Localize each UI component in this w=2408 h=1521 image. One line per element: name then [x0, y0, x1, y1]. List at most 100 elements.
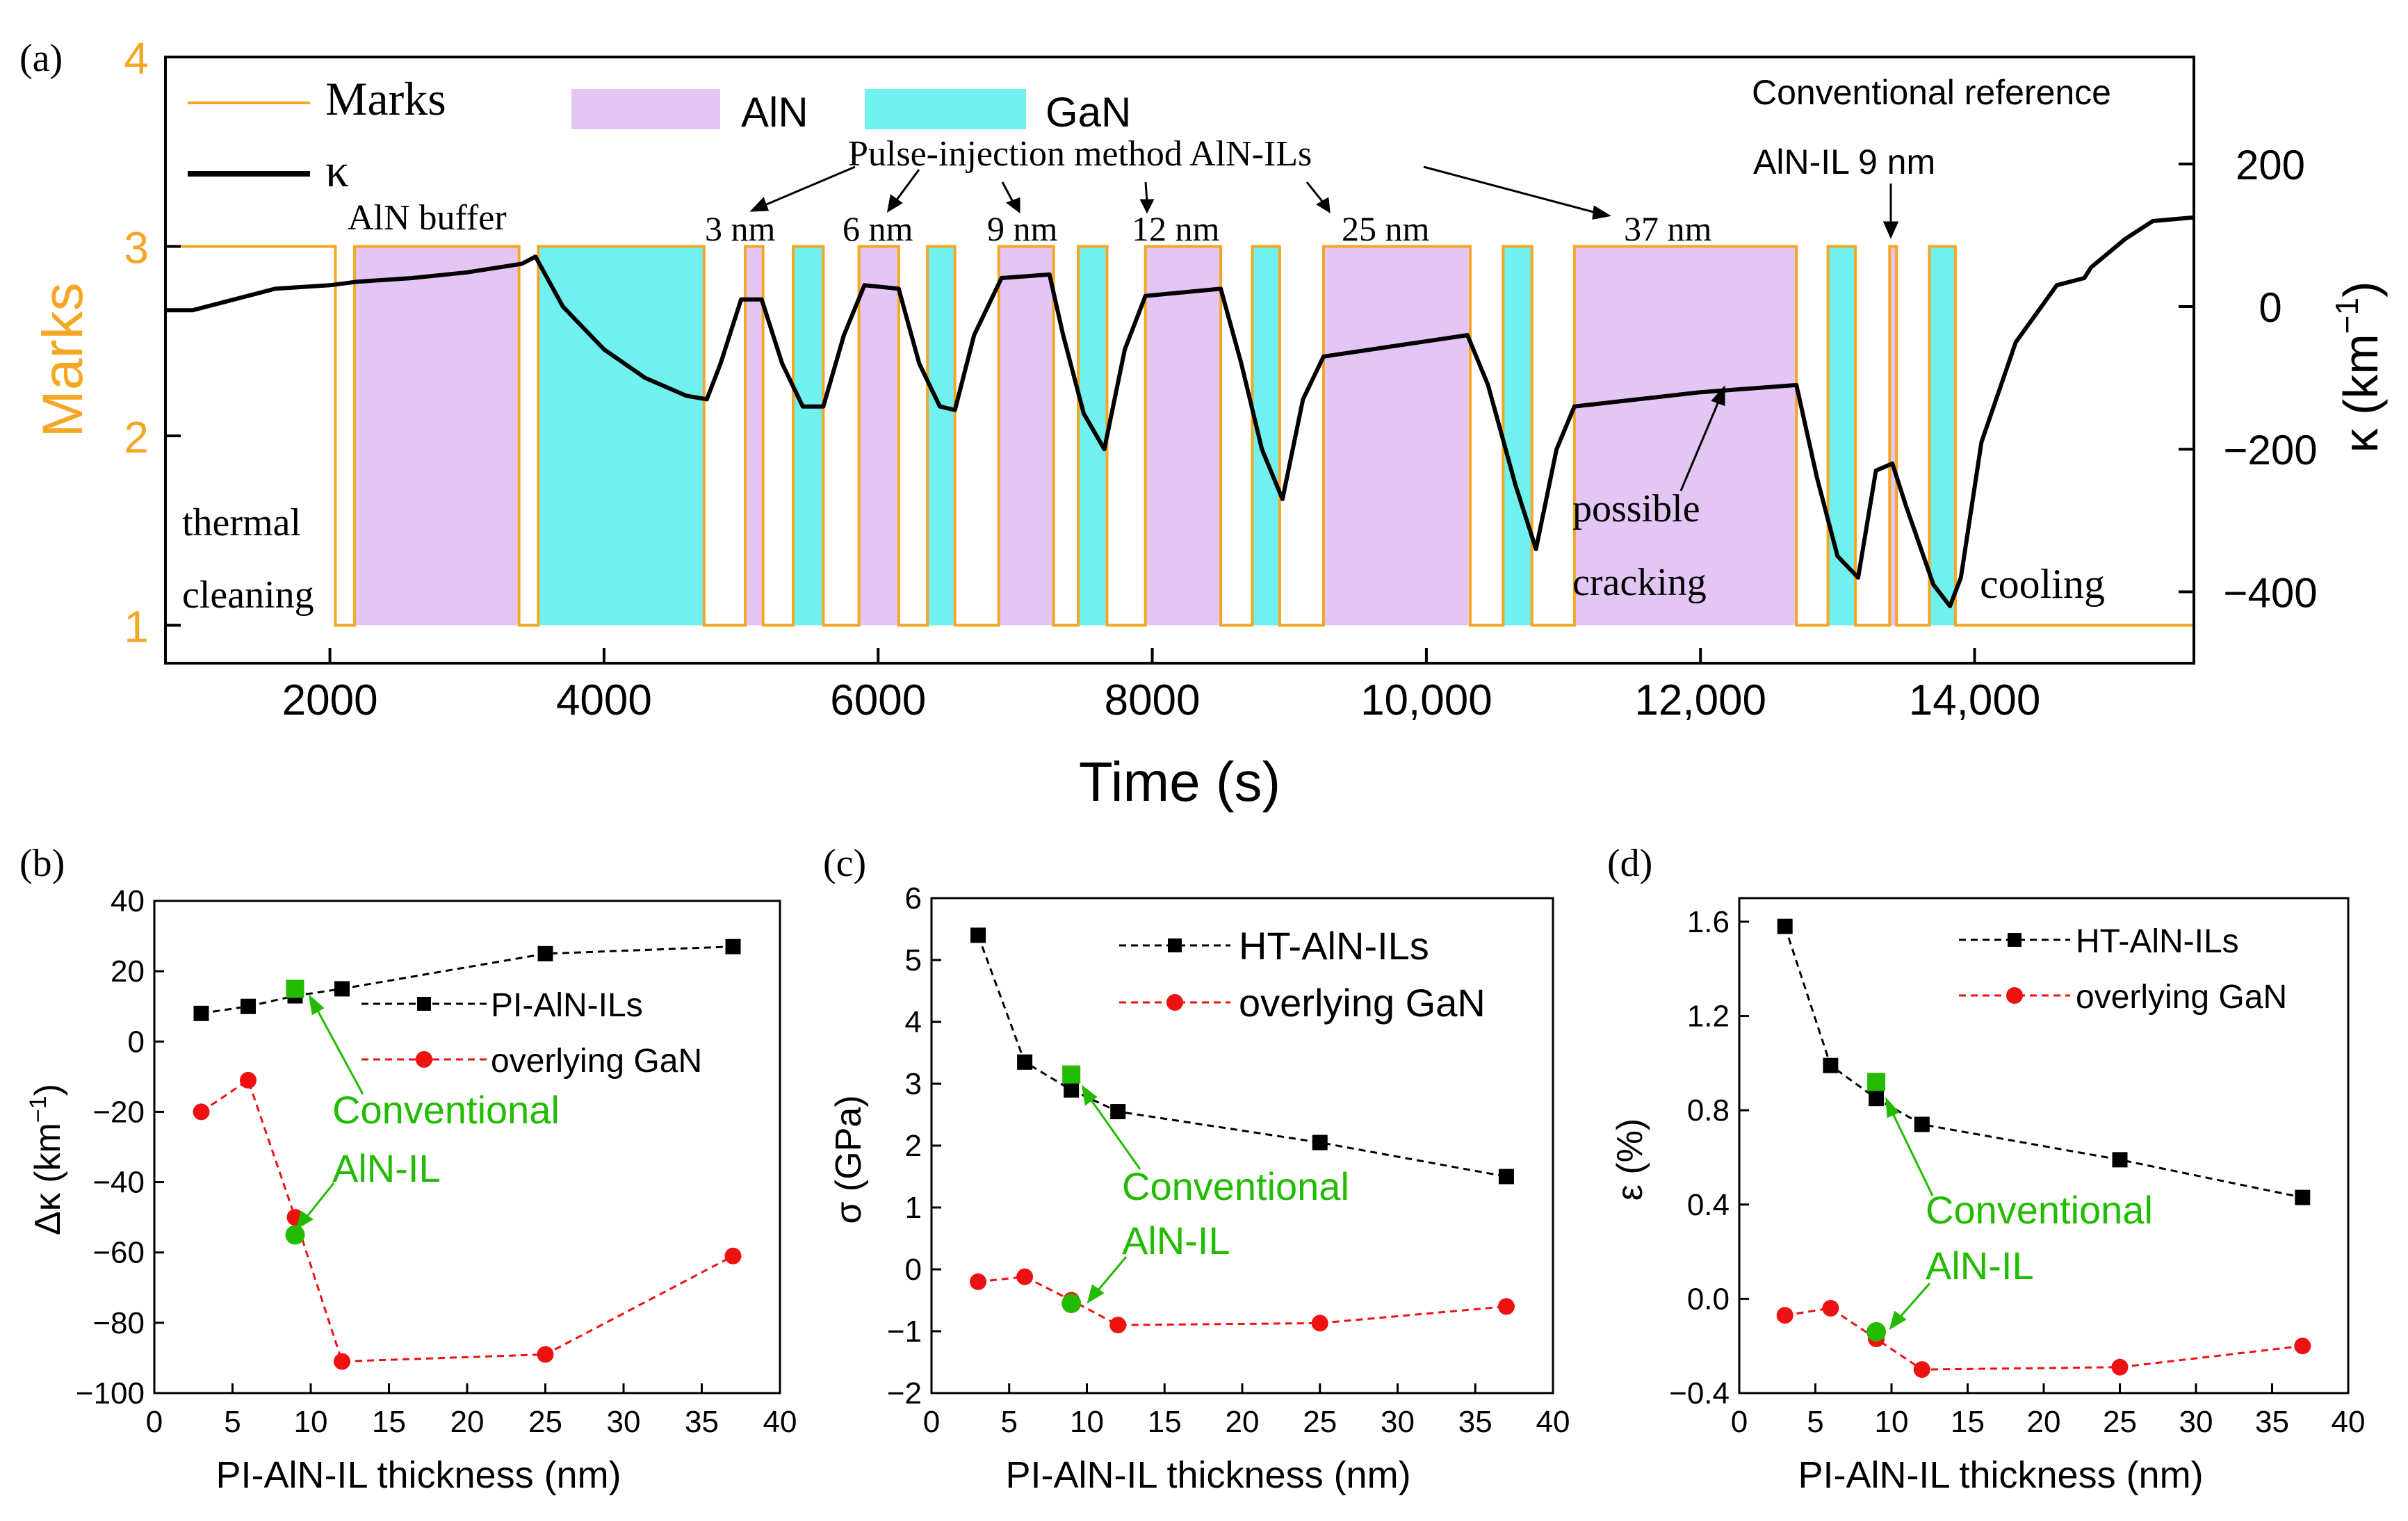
conventional-arrow-c-up-head — [1081, 1084, 1098, 1106]
panel-b: (b) 0 5 10 15 20 25 30 35 40 −100 −80 −60 −40 −20 0 20 4… — [19, 842, 797, 1496]
y-tick-label: 20 — [111, 954, 145, 989]
conventional-annotation-b-1: Conventional — [332, 1088, 560, 1132]
x-axis-label-d: PI-AlN-IL thickness (nm) — [1798, 1454, 2203, 1496]
x-tick-label: 10 — [1070, 1405, 1104, 1439]
y-tick-label: 1.2 — [1687, 1000, 1730, 1034]
x-tick-label-a: 10,000 — [1360, 676, 1492, 724]
data-point-1 — [2294, 1337, 2311, 1355]
conventional-annotation-d-1: Conventional — [1926, 1188, 2153, 1232]
aln-region-4 — [1145, 246, 1221, 626]
series-line-0 — [1784, 926, 2303, 1199]
annotation-possible: possible — [1572, 487, 1700, 530]
data-point-0 — [725, 938, 741, 954]
aln-region-1 — [745, 246, 763, 626]
aln-region-7 — [1889, 246, 1897, 626]
data-point-1 — [1822, 1299, 1839, 1317]
conventional-arrow-b-down-head — [295, 1210, 314, 1230]
data-point-1 — [1497, 1298, 1515, 1315]
aln-region-3 — [998, 246, 1054, 626]
annotation-cleaning: cleaning — [182, 574, 314, 617]
x-tick-label: 40 — [763, 1405, 797, 1439]
y-tick-label: 0.8 — [1687, 1093, 1730, 1128]
conventional-thickness-label: AlN-IL 9 nm — [1753, 143, 1935, 181]
x-tick-label: 10 — [1875, 1405, 1909, 1439]
conventional-square — [1062, 1065, 1081, 1084]
right-tick-label-a: 200 — [2236, 142, 2305, 188]
conventional-arrow-b-up-head — [308, 994, 325, 1016]
x-tick-label: 20 — [2027, 1405, 2061, 1439]
arrow-37nm-head — [1592, 205, 1612, 220]
data-point-0 — [1498, 1169, 1514, 1185]
data-point-0 — [334, 981, 350, 997]
plot-frame — [153, 900, 781, 1394]
right-tick-label-a: 0 — [2259, 284, 2281, 331]
left-axis-label-a: Marks — [31, 282, 95, 437]
thickness-label-3nm: 3 nm — [705, 209, 776, 248]
panel-label-a: (a) — [19, 37, 63, 80]
conventional-arrow-d-down-head — [1889, 1310, 1907, 1331]
y-tick-label: 2 — [905, 1129, 922, 1163]
y-axis-label-c: σ (GPa) — [829, 1095, 869, 1223]
thickness-label-9nm: 9 nm — [987, 209, 1058, 248]
data-point-1 — [1109, 1317, 1127, 1334]
right-tick-label-a: −400 — [2223, 569, 2317, 616]
arrow-12nm-head — [1139, 199, 1155, 214]
x-axis-label-a: Time (s) — [1079, 751, 1280, 813]
x-tick-label: 25 — [2103, 1405, 2137, 1439]
panel-a: (a) 2000 4000 6000 8000 10,000 12,000 14,00012… — [19, 33, 2388, 813]
y-tick-label: −60 — [92, 1236, 145, 1270]
x-tick-label: 25 — [1303, 1405, 1337, 1439]
annotation-thermal: thermal — [182, 501, 301, 544]
data-point-1 — [1776, 1307, 1793, 1324]
thickness-label-25nm: 25 nm — [1342, 209, 1430, 248]
panel-b-plot: 0 5 10 15 20 25 30 35 40 −100 −80 −60 −40 −20 0 20 40 — [76, 884, 797, 1439]
gan-region-1 — [793, 246, 824, 626]
x-tick-label: 5 — [1807, 1405, 1823, 1439]
arrow-possible-cracking-head — [1711, 385, 1725, 407]
kappa-line — [165, 215, 2195, 608]
legend-d-series2-label: overlying GaN — [2076, 979, 2287, 1016]
data-point-1 — [193, 1103, 210, 1121]
thickness-label-37nm: 37 nm — [1624, 209, 1712, 248]
legend-gan-swatch — [865, 89, 1026, 129]
x-tick-label: 0 — [923, 1405, 940, 1439]
data-point-1 — [724, 1247, 742, 1264]
aln-region-5 — [1324, 246, 1470, 626]
data-point-0 — [1064, 1082, 1080, 1098]
gan-region-2 — [927, 246, 955, 626]
y-tick-label: 0 — [905, 1253, 922, 1287]
x-tick-label: 0 — [1731, 1405, 1748, 1439]
conventional-circle — [1866, 1321, 1887, 1342]
conventional-arrow-b-down — [304, 1182, 335, 1219]
panel-d-plot: 0 5 10 15 20 25 30 35 40 −0.4 0.0 0.4 0.8 1.2 1.6 — [1669, 897, 2365, 1439]
left-tick-label-a: 4 — [124, 33, 149, 83]
conventional-arrow-d-up-head — [1885, 1096, 1900, 1119]
conventional-annotation-b-2: AlN-IL — [332, 1146, 441, 1190]
y-tick-label: 0 — [128, 1025, 145, 1059]
x-tick-label: 35 — [1458, 1405, 1492, 1439]
conventional-arrow-b-up — [316, 1009, 364, 1095]
conventional-circle — [1061, 1293, 1082, 1313]
data-point-0 — [2112, 1152, 2128, 1168]
panel-label-c: (c) — [823, 842, 866, 885]
legend-b-series2-label: overlying GaN — [491, 1043, 702, 1080]
y-tick-label: −0.4 — [1669, 1376, 1730, 1410]
conventional-arrow-d-down — [1898, 1283, 1931, 1319]
legend-d: HT-AlN-ILs overlying GaN — [1959, 923, 2287, 1016]
x-tick-label: 15 — [1951, 1405, 1985, 1439]
thickness-label-6nm: 6 nm — [843, 209, 913, 248]
y-tick-label: 3 — [905, 1067, 922, 1101]
x-tick-label-a: 12,000 — [1634, 676, 1766, 724]
x-tick-label: 20 — [1226, 1405, 1260, 1439]
data-point-1 — [1016, 1268, 1034, 1285]
x-tick-label: 30 — [2179, 1405, 2213, 1439]
conventional-square — [286, 979, 304, 998]
y-tick-label: 0.4 — [1687, 1188, 1730, 1222]
y-tick-label: 1.6 — [1687, 905, 1730, 939]
legend-c-series2-label: overlying GaN — [1239, 981, 1486, 1025]
legend-marks-label: Marks — [325, 72, 446, 125]
legend-b-series1-label: PI-AlN-ILs — [491, 987, 643, 1024]
axes-a: 2000 4000 6000 8000 10,000 12,000 14,000123420… — [124, 33, 2317, 724]
arrow-9nm-head — [1005, 197, 1020, 213]
